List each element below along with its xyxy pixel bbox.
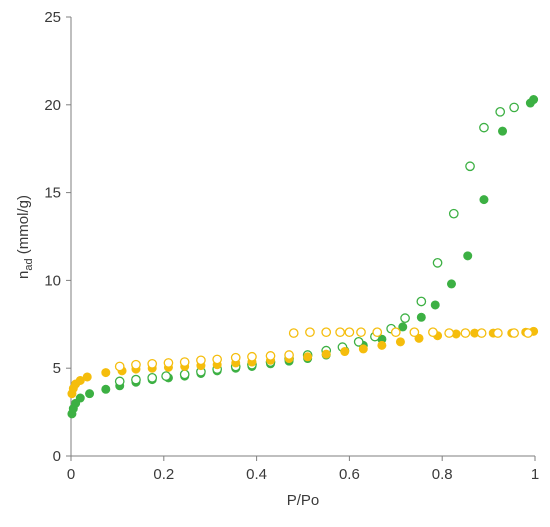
data-point <box>377 340 387 350</box>
data-point <box>416 312 426 322</box>
x-tick-label: 0.8 <box>432 466 453 483</box>
data-point <box>428 327 438 338</box>
data-point <box>114 376 125 387</box>
data-point <box>212 354 223 365</box>
data-point <box>493 328 503 338</box>
y-tick-label: 10 <box>44 272 61 289</box>
data-point <box>340 347 350 357</box>
axes <box>66 16 536 461</box>
data-point <box>321 327 332 338</box>
data-point <box>372 327 383 338</box>
data-point <box>305 327 315 338</box>
x-axis-title: P/Po <box>287 492 320 509</box>
data-point <box>101 384 111 394</box>
data-point <box>430 300 440 310</box>
data-point <box>498 126 508 136</box>
data-point <box>509 328 519 338</box>
data-point <box>356 327 366 338</box>
data-point <box>476 328 487 338</box>
data-point <box>448 208 459 219</box>
data-point <box>247 351 257 362</box>
y-tick-label: 25 <box>44 9 61 26</box>
data-point <box>416 296 427 307</box>
data-point <box>465 161 475 172</box>
data-point <box>161 371 171 381</box>
data-point <box>344 327 355 338</box>
data-point <box>523 328 533 338</box>
data-point <box>163 358 174 368</box>
data-point <box>230 352 241 363</box>
y-tick-label: 0 <box>53 448 61 465</box>
data-point <box>353 337 364 347</box>
series-3 <box>114 327 533 372</box>
data-point <box>303 352 313 362</box>
data-point <box>432 257 443 268</box>
data-point <box>335 327 345 338</box>
data-point <box>131 374 141 385</box>
x-tick-label: 0.6 <box>339 466 360 483</box>
data-point <box>358 344 368 354</box>
data-point <box>398 322 408 332</box>
x-tick-label: 1 <box>531 466 539 483</box>
y-axis-title: nad (mmol/g) <box>15 195 35 279</box>
y-tick-label: 20 <box>44 97 61 114</box>
series-1 <box>114 102 519 387</box>
x-tick-label: 0 <box>67 466 75 483</box>
data-point <box>321 349 331 359</box>
data-point <box>196 355 206 366</box>
data-point <box>400 313 410 324</box>
data-point <box>147 373 158 383</box>
data-point <box>101 368 111 378</box>
data-point <box>446 279 456 289</box>
data-point <box>147 358 158 369</box>
data-point <box>82 372 92 382</box>
data-point <box>179 369 190 380</box>
data-point <box>479 122 489 133</box>
data-point <box>479 195 489 205</box>
data-point <box>114 361 125 372</box>
data-point <box>444 328 455 338</box>
data-point <box>390 327 401 338</box>
x-tick-label: 0.4 <box>246 466 267 483</box>
data-point <box>288 328 299 338</box>
data-point <box>463 251 473 261</box>
data-points <box>67 95 539 419</box>
data-point <box>395 337 405 347</box>
data-point <box>460 328 471 338</box>
data-point <box>509 102 519 113</box>
data-point <box>179 357 190 367</box>
data-point <box>131 359 141 370</box>
y-tick-label: 15 <box>44 185 61 202</box>
data-point <box>75 393 85 403</box>
y-axis-title-subscript: ad <box>23 258 35 270</box>
data-point <box>265 351 276 361</box>
data-point <box>85 389 95 399</box>
tick-labels: 0 5 10 15 20 25 0 0.2 0.4 0.6 0.8 1 <box>44 9 539 483</box>
y-tick-label: 5 <box>53 360 61 377</box>
data-point <box>529 95 539 105</box>
x-tick-label: 0.2 <box>153 466 174 483</box>
data-point <box>284 350 294 360</box>
y-axis-title-unit: (mmol/g) <box>15 195 32 258</box>
y-axis-title-main: n <box>15 271 32 279</box>
data-point <box>409 327 420 338</box>
data-point <box>495 106 506 117</box>
